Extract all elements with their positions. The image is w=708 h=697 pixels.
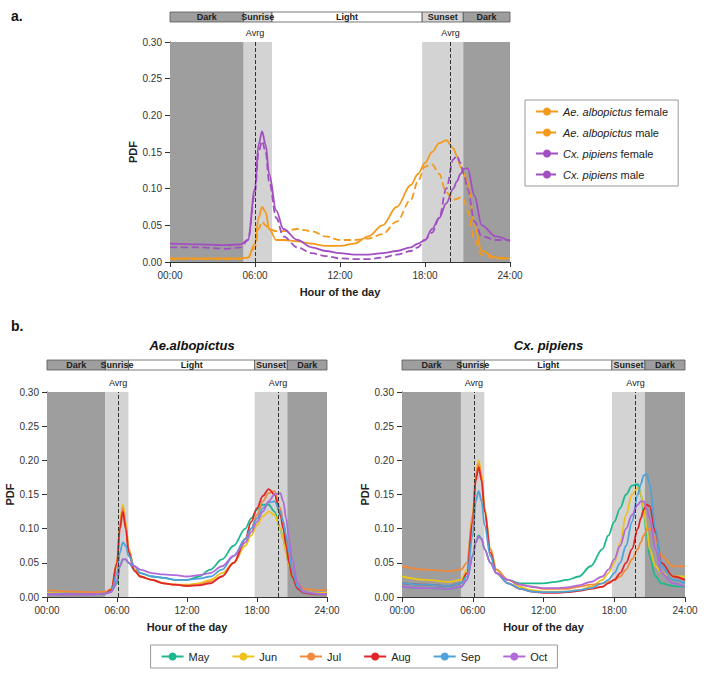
- svg-text:0.30: 0.30: [375, 387, 395, 398]
- svg-text:00:00: 00:00: [157, 270, 182, 281]
- svg-text:00:00: 00:00: [34, 605, 59, 616]
- svg-text:Dark: Dark: [477, 12, 498, 22]
- svg-text:0.00: 0.00: [143, 257, 163, 268]
- svg-text:0.10: 0.10: [20, 523, 40, 534]
- svg-text:12:00: 12:00: [174, 605, 199, 616]
- svg-text:06:00: 06:00: [242, 270, 267, 281]
- svg-text:00:00: 00:00: [389, 605, 414, 616]
- svg-text:PDF: PDF: [4, 483, 16, 505]
- svg-text:Avrg: Avrg: [269, 378, 287, 388]
- svg-text:0.20: 0.20: [375, 455, 395, 466]
- svg-text:Cx. pipiens: Cx. pipiens: [563, 169, 618, 181]
- svg-text:0.20: 0.20: [20, 455, 40, 466]
- svg-text:0.15: 0.15: [143, 147, 163, 158]
- svg-text:Light: Light: [537, 360, 559, 370]
- svg-text:Oct: Oct: [530, 651, 547, 663]
- svg-text:0.30: 0.30: [143, 37, 163, 48]
- svg-text:Cx. pipiens: Cx. pipiens: [514, 338, 583, 353]
- svg-text:Cx. pipiens: Cx. pipiens: [563, 148, 618, 160]
- svg-text:Sunrise: Sunrise: [456, 360, 489, 370]
- svg-text:24:00: 24:00: [672, 605, 697, 616]
- svg-text:Aug: Aug: [391, 651, 411, 663]
- svg-text:0.10: 0.10: [375, 523, 395, 534]
- svg-text:Dark: Dark: [66, 360, 87, 370]
- svg-text:Dark: Dark: [197, 12, 218, 22]
- svg-text:0.15: 0.15: [375, 489, 395, 500]
- svg-text:Dark: Dark: [655, 360, 676, 370]
- svg-text:Avrg: Avrg: [109, 378, 127, 388]
- svg-text:24:00: 24:00: [314, 605, 339, 616]
- svg-text:18:00: 18:00: [602, 605, 627, 616]
- svg-text:Ae.albopictus: Ae.albopictus: [148, 338, 234, 353]
- svg-text:24:00: 24:00: [497, 270, 522, 281]
- svg-text:Sunrise: Sunrise: [100, 360, 133, 370]
- svg-text:Ae. albopictus: Ae. albopictus: [562, 127, 633, 139]
- svg-text:Avrg: Avrg: [626, 378, 644, 388]
- svg-text:Avrg: Avrg: [465, 378, 483, 388]
- svg-text:PDF: PDF: [359, 483, 371, 505]
- svg-text:Avrg: Avrg: [246, 28, 264, 38]
- svg-text:0.15: 0.15: [20, 489, 40, 500]
- svg-text:0.20: 0.20: [143, 110, 163, 121]
- svg-text:Light: Light: [336, 12, 358, 22]
- svg-text:Avrg: Avrg: [441, 28, 459, 38]
- svg-text:0.00: 0.00: [375, 592, 395, 603]
- svg-text:0.10: 0.10: [143, 183, 163, 194]
- svg-text:Hour of the day: Hour of the day: [503, 621, 585, 633]
- svg-text:PDF: PDF: [127, 141, 139, 163]
- svg-text:Dark: Dark: [297, 360, 318, 370]
- svg-text:12:00: 12:00: [327, 270, 352, 281]
- svg-text:male: male: [632, 127, 659, 139]
- svg-text:a.: a.: [11, 8, 23, 24]
- svg-text:May: May: [189, 651, 210, 663]
- svg-text:0.30: 0.30: [20, 387, 40, 398]
- svg-text:0.25: 0.25: [20, 421, 40, 432]
- svg-text:06:00: 06:00: [104, 605, 129, 616]
- svg-text:18:00: 18:00: [244, 605, 269, 616]
- svg-text:0.05: 0.05: [375, 557, 395, 568]
- svg-text:0.05: 0.05: [20, 557, 40, 568]
- svg-text:Ae. albopictus: Ae. albopictus: [562, 106, 633, 118]
- svg-text:Sep: Sep: [461, 651, 481, 663]
- svg-text:0.25: 0.25: [143, 73, 163, 84]
- svg-text:0.05: 0.05: [143, 220, 163, 231]
- svg-text:18:00: 18:00: [412, 270, 437, 281]
- svg-text:b.: b.: [11, 318, 23, 334]
- svg-text:Hour of the day: Hour of the day: [147, 621, 229, 633]
- svg-text:06:00: 06:00: [460, 605, 485, 616]
- svg-text:0.00: 0.00: [20, 592, 40, 603]
- svg-text:Jun: Jun: [259, 651, 277, 663]
- svg-text:0.25: 0.25: [375, 421, 395, 432]
- svg-text:Light: Light: [181, 360, 203, 370]
- svg-text:female: female: [632, 106, 668, 118]
- svg-text:male: male: [617, 169, 644, 181]
- svg-text:Sunset: Sunset: [428, 12, 458, 22]
- svg-text:Sunset: Sunset: [613, 360, 643, 370]
- svg-text:Sunrise: Sunrise: [241, 12, 274, 22]
- svg-text:Dark: Dark: [421, 360, 442, 370]
- svg-text:Jul: Jul: [327, 651, 341, 663]
- svg-text:12:00: 12:00: [531, 605, 556, 616]
- svg-text:female: female: [617, 148, 653, 160]
- svg-text:Hour of the day: Hour of the day: [300, 286, 382, 298]
- svg-text:Sunset: Sunset: [256, 360, 286, 370]
